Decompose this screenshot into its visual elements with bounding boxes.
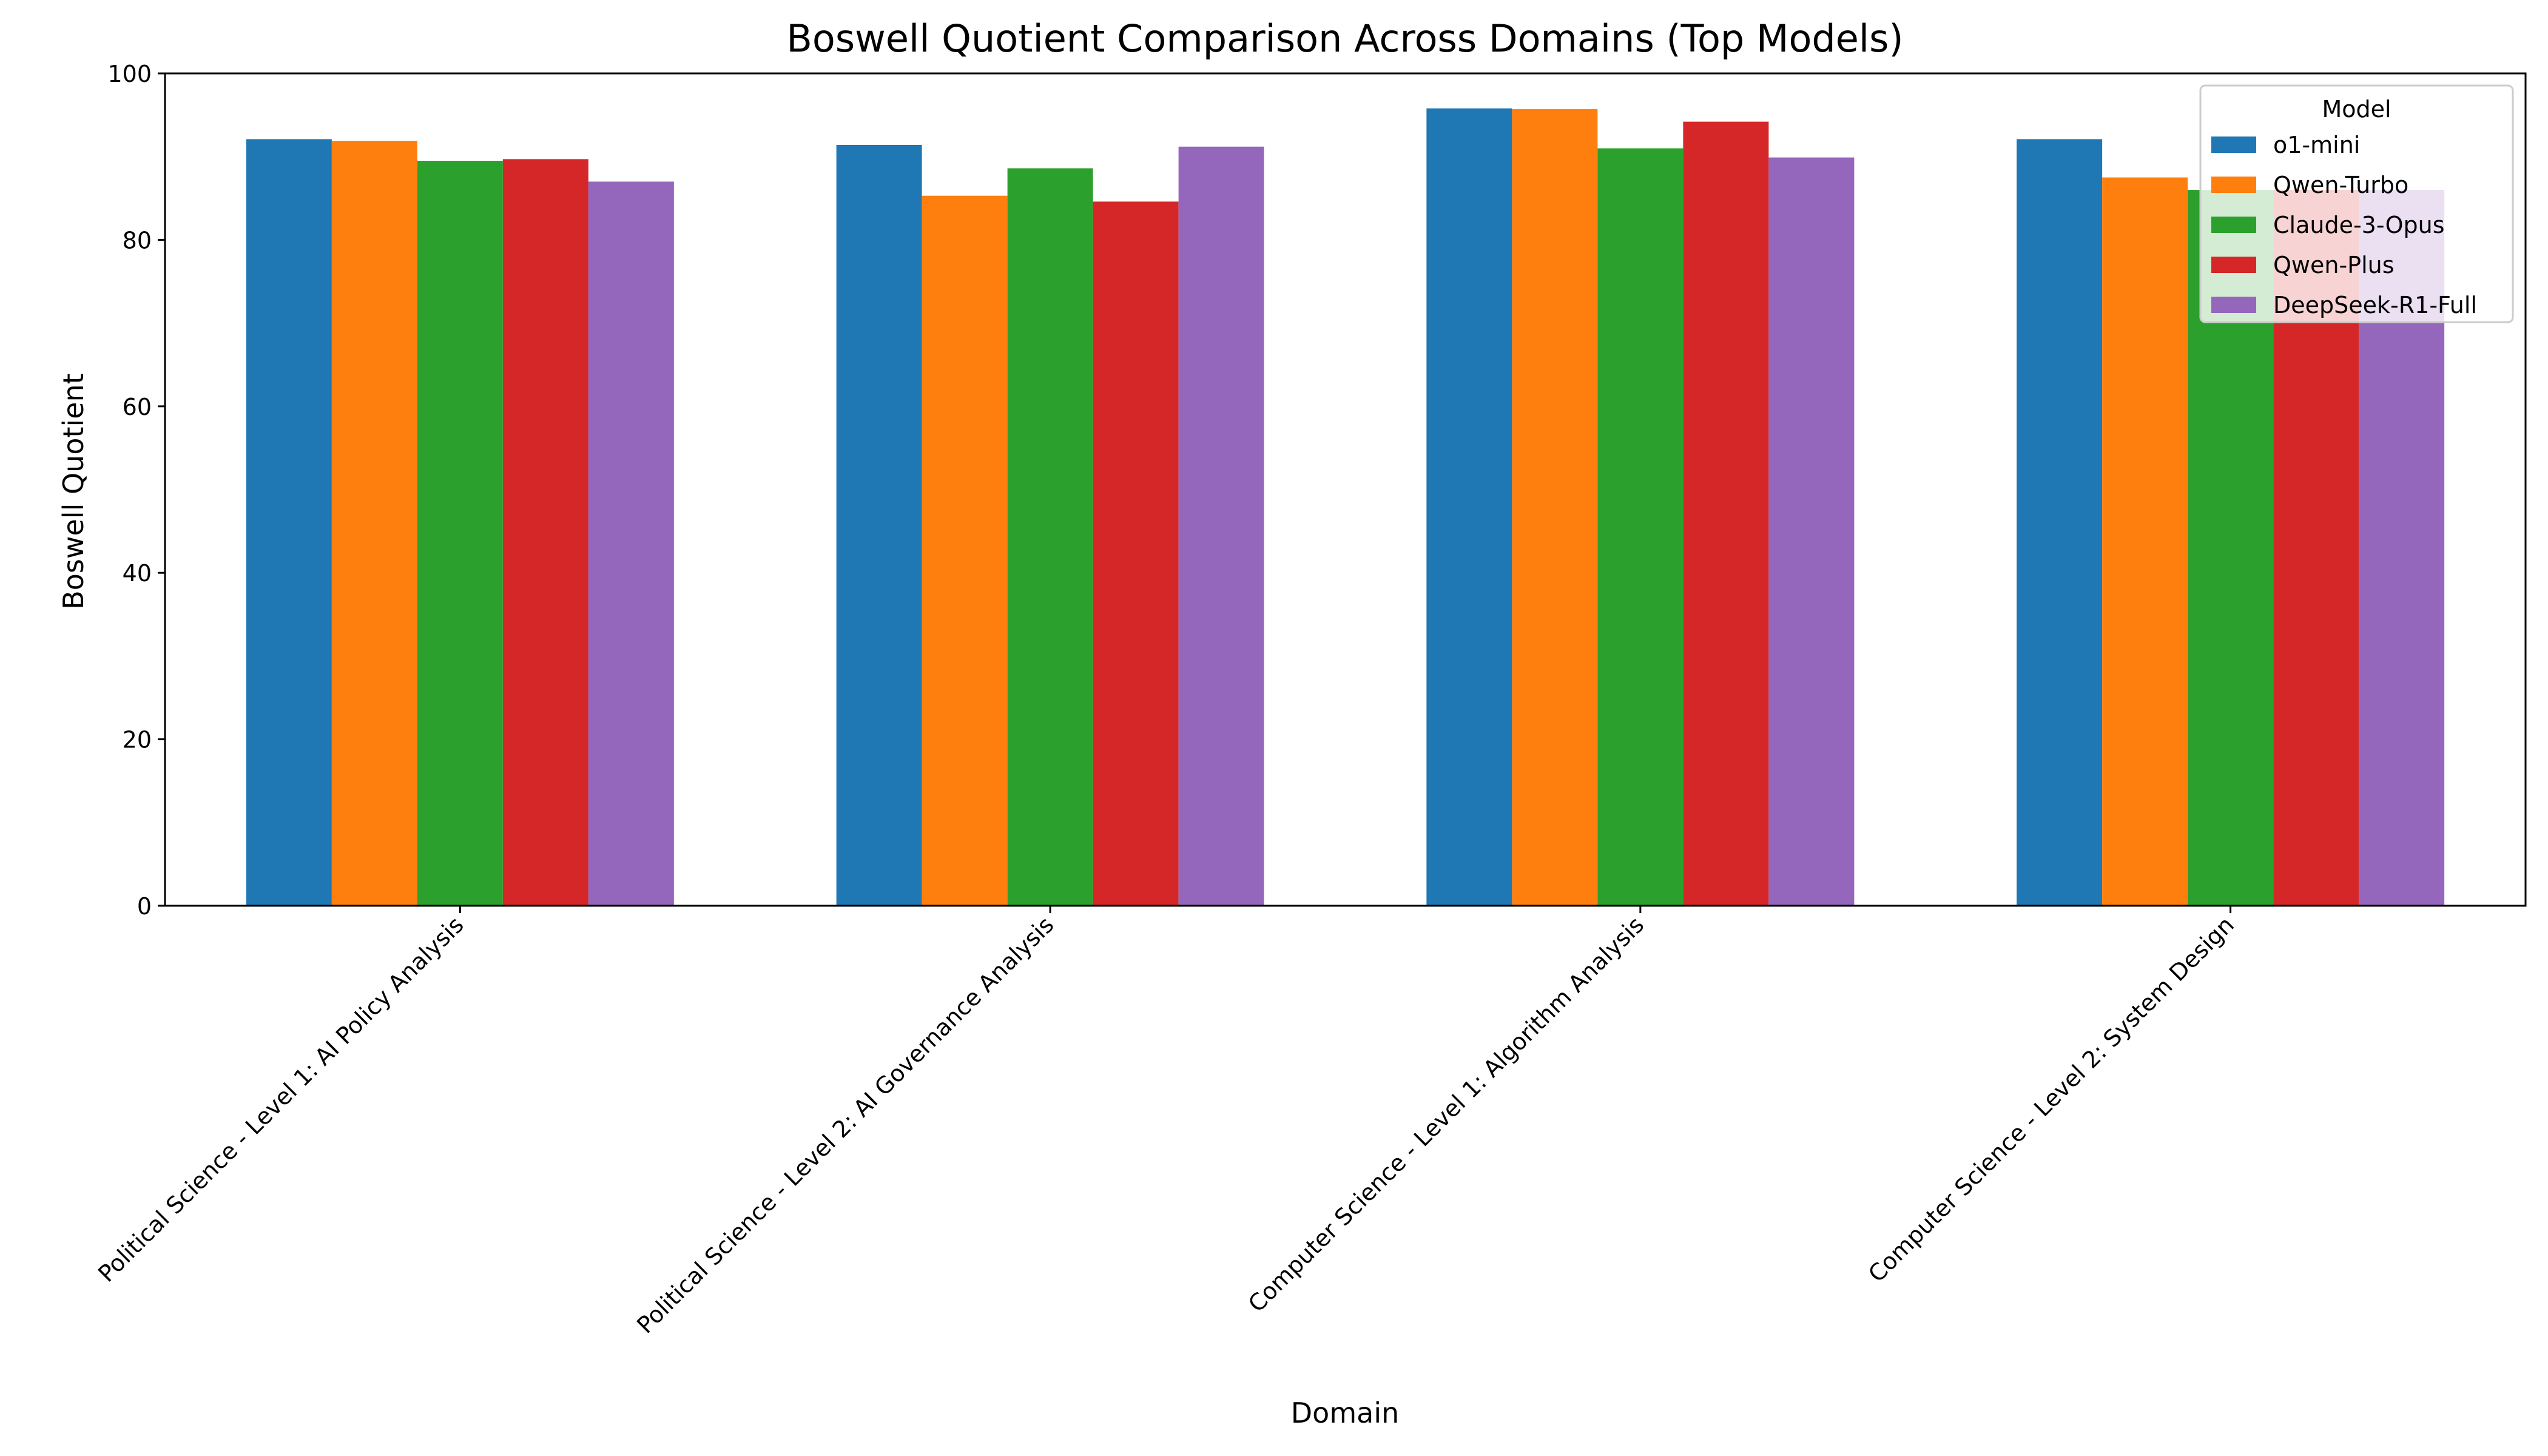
bar-deepseek-r1-full-2 [1768, 157, 1855, 906]
bar-claude-3-opus-1 [1007, 168, 1093, 906]
bar-qwen-plus-1 [1093, 201, 1179, 906]
y-tick-label: 0 [137, 893, 152, 920]
bar-qwen-turbo-3 [2102, 177, 2188, 906]
bar-o1-mini-1 [836, 144, 922, 906]
bar-claude-3-opus-0 [417, 161, 503, 906]
y-tick-label: 100 [107, 61, 152, 87]
x-axis-label: Domain [1291, 1397, 1400, 1429]
bar-o1-mini-2 [1426, 108, 1512, 906]
y-tick-label: 20 [123, 727, 152, 753]
bar-o1-mini-3 [2017, 139, 2103, 906]
y-axis-label: Boswell Quotient [57, 373, 90, 610]
legend-entry: o1-mini [2273, 132, 2360, 158]
y-tick-label: 80 [123, 227, 152, 254]
legend-entry: Claude-3-Opus [2273, 212, 2445, 238]
chart-title: Boswell Quotient Comparison Across Domai… [786, 16, 1903, 61]
y-tick-label: 60 [123, 394, 152, 420]
legend-swatch [2211, 297, 2256, 313]
bar-qwen-plus-0 [502, 159, 588, 906]
legend: Model o1-mini Qwen-Turbo Claude-3-Opus Qwen-… [2199, 84, 2514, 323]
bar-qwen-turbo-1 [922, 195, 1008, 906]
legend-swatch [2211, 217, 2256, 233]
y-tick-label: 40 [123, 560, 152, 587]
legend-entry: Qwen-Turbo [2273, 172, 2408, 198]
bar-qwen-turbo-2 [1512, 109, 1598, 906]
bar-deepseek-r1-full-1 [1178, 146, 1264, 906]
legend-box [2199, 84, 2514, 323]
bar-qwen-plus-2 [1683, 121, 1769, 906]
legend-swatch [2211, 136, 2256, 153]
plot-frame [164, 72, 2527, 907]
legend-swatch [2211, 177, 2256, 193]
bar-qwen-turbo-0 [331, 141, 417, 906]
legend-title: Model [2322, 96, 2391, 123]
legend-entry: DeepSeek-R1-Full [2273, 292, 2477, 318]
bar-deepseek-r1-full-0 [588, 181, 674, 906]
legend-entry: Qwen-Plus [2273, 252, 2395, 278]
bar-o1-mini-0 [246, 139, 332, 906]
bar-claude-3-opus-2 [1597, 148, 1684, 906]
legend-swatch [2211, 257, 2256, 273]
